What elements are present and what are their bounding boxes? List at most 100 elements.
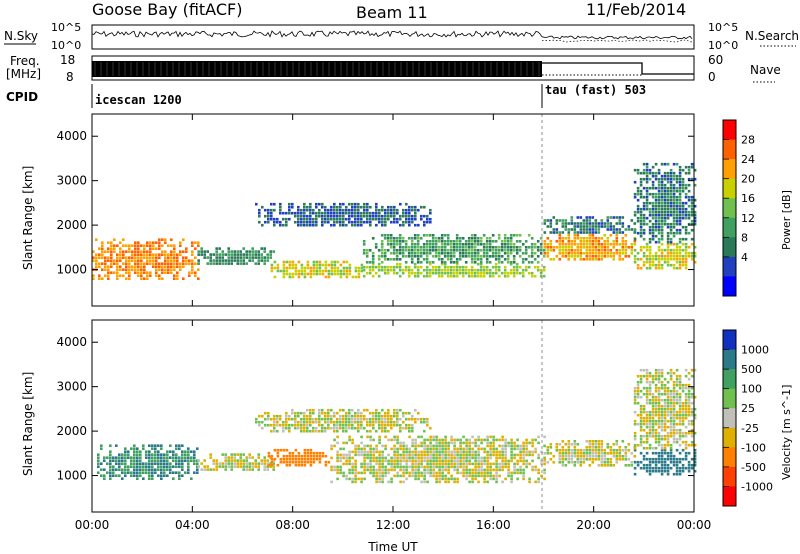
power-cell [539, 252, 543, 255]
velocity-cell [528, 462, 531, 466]
power-cell [321, 220, 324, 224]
power-cell [303, 272, 307, 276]
power-cell [336, 205, 339, 209]
velocity-cell [184, 450, 187, 453]
power-cell [161, 250, 164, 253]
power-cell [158, 247, 161, 250]
power-cell [276, 220, 279, 224]
power-cell [497, 274, 501, 278]
velocity-cell [288, 414, 291, 418]
power-cell [485, 252, 489, 255]
power-cell [660, 219, 664, 223]
power-cell [98, 253, 101, 256]
power-cell [260, 256, 263, 259]
velocity-cell [324, 460, 328, 464]
velocity-cell [405, 477, 408, 481]
velocity-cell [669, 448, 673, 452]
power-cell [675, 198, 679, 202]
velocity-cell [435, 450, 438, 454]
power-cell [236, 250, 239, 253]
power-cell [669, 195, 673, 199]
velocity-cell [669, 419, 673, 423]
velocity-cell [579, 461, 583, 464]
power-cell [128, 277, 131, 280]
velocity-cell [390, 426, 393, 430]
power-cell [669, 257, 673, 261]
power-cell [446, 243, 450, 246]
power-cell [518, 246, 522, 249]
velocity-cell [351, 426, 354, 430]
power-cell [684, 245, 688, 249]
velocity-cell [672, 434, 676, 438]
velocity-cell [272, 468, 275, 471]
velocity-cell [142, 465, 145, 468]
power-cell [309, 272, 313, 276]
velocity-cell [224, 459, 227, 462]
velocity-cell [375, 471, 378, 475]
velocity-cell [384, 459, 387, 463]
power-cell [128, 250, 131, 253]
velocity-cell [477, 465, 480, 469]
power-cell [651, 257, 655, 261]
power-cell [693, 251, 697, 255]
velocity-ylabel: Slant Range [km] [21, 372, 35, 476]
velocity-cell [591, 443, 595, 446]
velocity-cell [139, 471, 142, 474]
power-cell [348, 272, 352, 276]
velocity-cell [486, 441, 489, 445]
power-cell [134, 259, 137, 262]
velocity-cell [257, 453, 260, 456]
velocity-cell [651, 451, 655, 455]
power-cell [479, 265, 483, 269]
power-cell [443, 252, 447, 255]
power-cell [383, 234, 387, 237]
velocity-cell [633, 448, 637, 452]
power-cell [651, 225, 655, 229]
power-cell [458, 265, 462, 269]
power-cell [365, 255, 369, 258]
velocity-cell [636, 460, 640, 464]
velocity-cell [510, 450, 513, 454]
power-cell [675, 242, 679, 246]
power-cell [690, 228, 694, 232]
velocity-cell [630, 452, 634, 455]
power-cell [239, 253, 242, 256]
velocity-cell [378, 450, 381, 454]
velocity-cell [303, 426, 306, 430]
power-cell [431, 237, 435, 240]
velocity-cell [504, 456, 507, 460]
power-cell [467, 237, 471, 240]
power-cell [221, 256, 224, 259]
power-cell [455, 268, 459, 272]
power-cell [398, 249, 402, 252]
power-cell [597, 252, 601, 255]
velocity-cell [366, 429, 369, 433]
velocity-cell [645, 374, 649, 378]
velocity-cell [118, 459, 121, 462]
velocity-cell [495, 438, 498, 442]
velocity-cell [384, 456, 387, 460]
power-cell [420, 205, 423, 209]
velocity-cell [142, 447, 145, 450]
velocity-cell [570, 455, 574, 458]
velocity-cell [669, 431, 673, 435]
power-cell [392, 243, 396, 246]
velocity-cell [127, 471, 130, 474]
velocity-cell [591, 449, 595, 452]
velocity-xtick-label: 16:00 [476, 518, 511, 532]
power-cell [333, 223, 336, 227]
velocity-cell [139, 453, 142, 456]
power-cell [675, 260, 679, 264]
power-cell [642, 245, 646, 249]
power-cell [515, 240, 519, 243]
velocity-cell [163, 474, 166, 477]
velocity-cell [378, 438, 381, 442]
velocity-cell [666, 392, 670, 396]
power-cell [464, 240, 468, 243]
power-cell [218, 256, 221, 259]
power-cell [693, 219, 697, 223]
velocity-cell [306, 448, 310, 452]
power-cell [654, 186, 658, 190]
velocity-cell [390, 447, 393, 451]
